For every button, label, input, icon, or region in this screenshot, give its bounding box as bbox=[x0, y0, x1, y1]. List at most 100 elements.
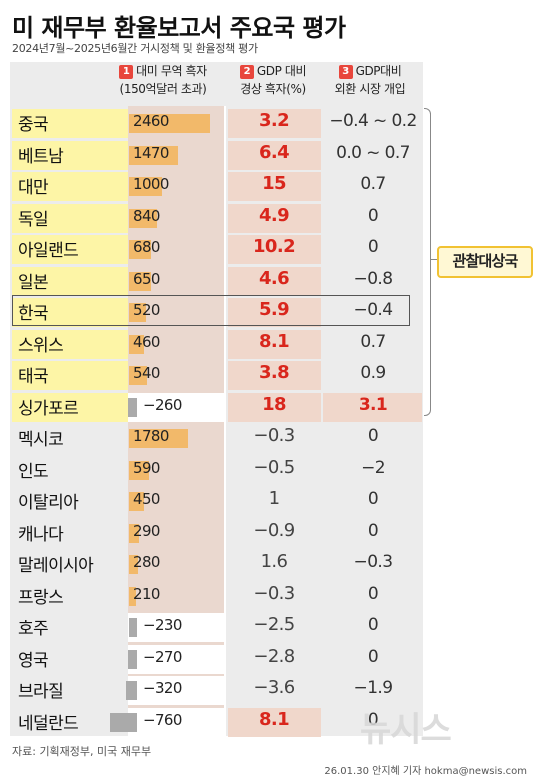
trade-bar bbox=[129, 492, 144, 511]
table-row: 스위스 460 8.1 0.7 bbox=[10, 329, 423, 360]
country-name: 멕시코 bbox=[18, 430, 64, 450]
current-account-value: −2.8 bbox=[253, 646, 295, 667]
current-account-value: 8.1 bbox=[258, 331, 290, 352]
trade-bar bbox=[128, 618, 137, 637]
trade-bar bbox=[129, 524, 139, 543]
fx-intervention-value: 0 bbox=[367, 615, 379, 635]
current-account-value: −0.5 bbox=[253, 457, 295, 478]
country-name: 호주 bbox=[18, 619, 49, 639]
current-account-value: 1.6 bbox=[260, 551, 288, 572]
fx-intervention-value: 0 bbox=[367, 647, 379, 667]
header-col3-line2: 외환 시장 개입 bbox=[334, 82, 406, 96]
col1-cell-unmet bbox=[128, 676, 226, 705]
table-row: 브라질 −320 −3.6 −1.9 bbox=[10, 675, 423, 706]
current-account-value: −2.5 bbox=[253, 614, 295, 635]
col2-criteria-highlight bbox=[228, 141, 321, 170]
table-row: 프랑스 210 −0.3 0 bbox=[10, 581, 423, 612]
table-row: 네덜란드 −760 8.1 0 bbox=[10, 707, 423, 738]
country-name: 독일 bbox=[18, 210, 49, 230]
country-name: 일본 bbox=[18, 273, 49, 293]
monitoring-bracket bbox=[424, 108, 431, 416]
current-account-value: −0.9 bbox=[253, 520, 295, 541]
col2-criteria-highlight bbox=[228, 267, 321, 296]
trade-value: 590 bbox=[133, 459, 160, 477]
col2-criteria-highlight bbox=[228, 298, 321, 327]
country-name: 인도 bbox=[18, 462, 49, 482]
trade-value: −260 bbox=[143, 396, 182, 414]
header-col3: 3 GDP대비 외환 시장 개입 bbox=[318, 62, 422, 106]
country-name: 아일랜드 bbox=[18, 241, 79, 261]
table-row: 일본 650 4.6 −0.8 bbox=[10, 266, 423, 297]
fx-intervention-value: 0 bbox=[367, 489, 379, 509]
trade-value: 2460 bbox=[133, 112, 169, 130]
korea-highlight-box bbox=[12, 295, 410, 326]
monitored-country-highlight bbox=[12, 298, 128, 327]
current-account-value: −3.6 bbox=[253, 677, 295, 698]
country-name: 브라질 bbox=[18, 682, 64, 702]
badge-3: 3 bbox=[338, 65, 353, 79]
col1-cell-unmet bbox=[128, 393, 226, 422]
monitoring-bracket-tick bbox=[431, 259, 437, 260]
country-name: 한국 bbox=[18, 304, 49, 324]
current-account-value: 15 bbox=[262, 173, 286, 194]
trade-bar bbox=[129, 429, 188, 448]
header-col1: 1 대미 무역 흑자 (150억달러 초과) bbox=[100, 62, 226, 106]
header-col3-line1: GDP대비 bbox=[355, 64, 402, 78]
fx-intervention-value: 0.9 bbox=[360, 363, 386, 383]
trade-bar bbox=[129, 461, 149, 480]
fx-intervention-value: 0 bbox=[367, 426, 379, 446]
fx-intervention-value: 0 bbox=[367, 710, 379, 730]
trade-value: 520 bbox=[133, 301, 160, 319]
col2-criteria-highlight bbox=[228, 330, 321, 359]
col2-criteria-highlight bbox=[228, 235, 321, 264]
header-col2-line1: GDP 대비 bbox=[256, 64, 307, 78]
current-account-value: −0.3 bbox=[253, 583, 295, 604]
country-name: 영국 bbox=[18, 651, 49, 671]
monitored-country-highlight bbox=[12, 235, 128, 264]
col2-criteria-highlight bbox=[228, 204, 321, 233]
country-name: 말레이시아 bbox=[18, 556, 94, 576]
fx-intervention-value: 0 bbox=[367, 584, 379, 604]
table-row: 인도 590 −0.5 −2 bbox=[10, 455, 423, 486]
header-col1-line1: 대미 무역 흑자 bbox=[136, 64, 207, 78]
current-account-value: 4.6 bbox=[258, 268, 290, 289]
col3-criteria-highlight bbox=[323, 393, 422, 422]
col1-cell-unmet bbox=[128, 613, 226, 642]
trade-bar bbox=[125, 681, 137, 700]
trade-value: 210 bbox=[133, 585, 160, 603]
trade-bar bbox=[129, 303, 147, 322]
country-name: 네덜란드 bbox=[18, 714, 79, 734]
fx-intervention-value: −0.8 bbox=[353, 269, 393, 289]
source-note: 자료: 기획재정부, 미국 재무부 bbox=[12, 745, 152, 758]
trade-bar bbox=[110, 713, 137, 732]
table-row: 멕시코 1780 −0.3 0 bbox=[10, 423, 423, 454]
current-account-value: 8.1 bbox=[258, 709, 290, 730]
fx-intervention-value: 0 bbox=[367, 206, 379, 226]
col2-criteria-highlight bbox=[228, 172, 321, 201]
table-row: 싱가포르 −260 18 3.1 bbox=[10, 392, 423, 423]
table-row: 베트남 1470 6.4 0.0 ~ 0.7 bbox=[10, 140, 423, 171]
header-col1-line2: (150억달러 초과) bbox=[119, 82, 207, 96]
table-row: 영국 −270 −2.8 0 bbox=[10, 644, 423, 675]
trade-bar bbox=[129, 209, 157, 228]
col2-criteria-highlight bbox=[228, 109, 321, 138]
header-col2: 2 GDP 대비 경상 흑자(%) bbox=[227, 62, 319, 106]
country-name: 프랑스 bbox=[18, 588, 64, 608]
current-account-value: 3.2 bbox=[258, 110, 290, 131]
monitored-country-highlight bbox=[12, 393, 128, 422]
current-account-value: 18 bbox=[262, 394, 286, 415]
table-row: 중국 2460 3.2 −0.4 ~ 0.2 bbox=[10, 108, 423, 139]
monitored-country-highlight bbox=[12, 204, 128, 233]
trade-value: 1000 bbox=[133, 175, 169, 193]
col1-cell-unmet bbox=[128, 645, 226, 674]
monitored-country-highlight bbox=[12, 361, 128, 390]
country-name: 스위스 bbox=[18, 336, 64, 356]
fx-intervention-value: −0.4 bbox=[353, 300, 393, 320]
trade-value: 280 bbox=[133, 553, 160, 571]
fx-intervention-value: 0.0 ~ 0.7 bbox=[336, 143, 410, 163]
country-name: 대만 bbox=[18, 178, 49, 198]
badge-2: 2 bbox=[239, 65, 254, 79]
trade-value: 650 bbox=[133, 270, 160, 288]
trade-bar bbox=[129, 366, 147, 385]
trade-value: 840 bbox=[133, 207, 160, 225]
